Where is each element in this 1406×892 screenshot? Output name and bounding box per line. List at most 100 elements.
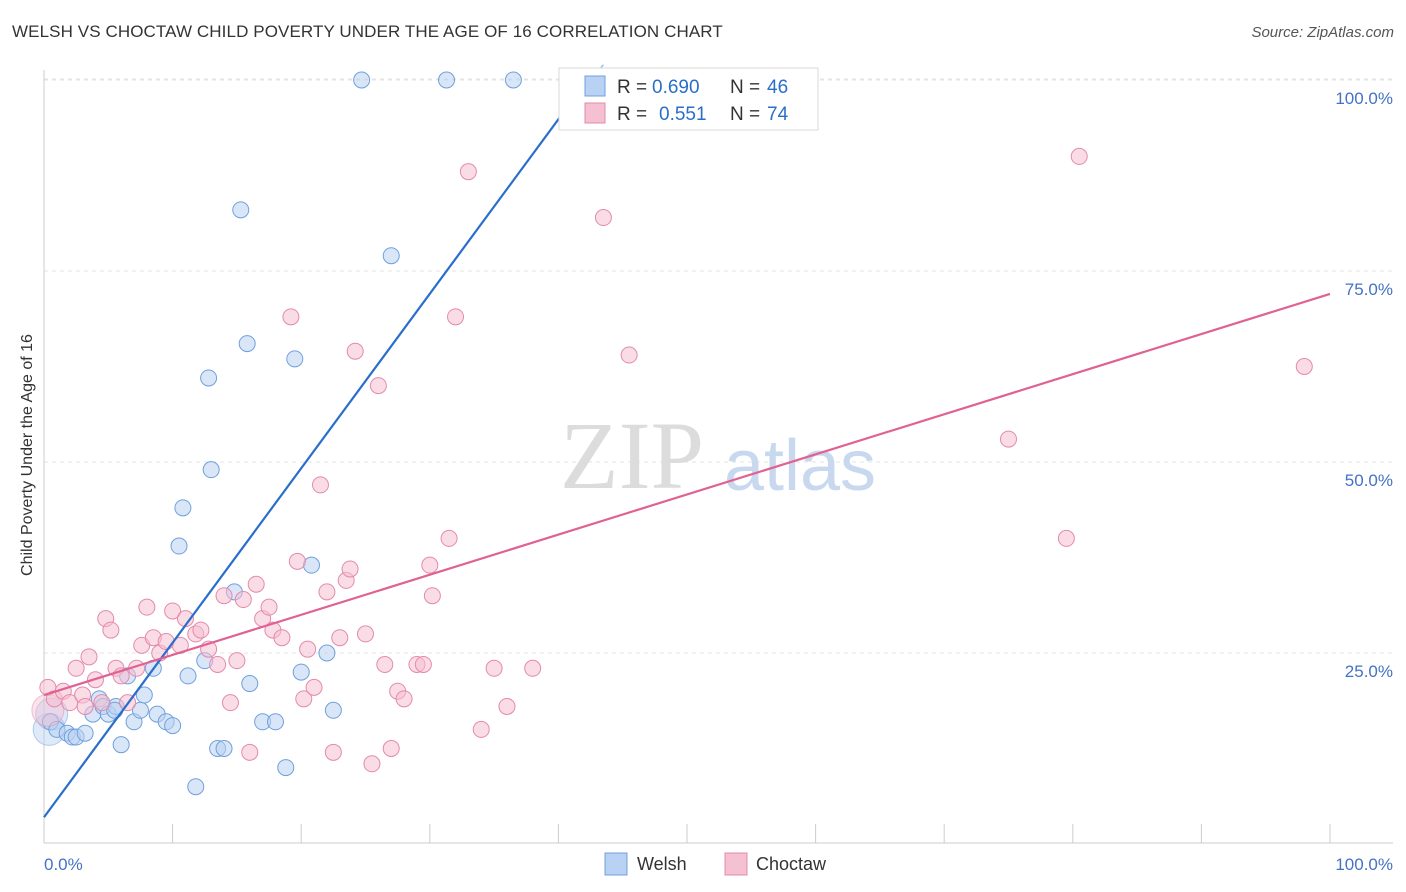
welsh-point-38: [292, 663, 310, 681]
choctaw-point-49: [346, 342, 364, 360]
welsh-point-23: [179, 667, 197, 685]
series-legend-swatch-welsh: [604, 852, 628, 876]
welsh-point-12: [112, 736, 130, 754]
series-legend-swatch-choctaw: [724, 852, 748, 876]
legend-r-value-choctaw: 0.551: [659, 104, 707, 125]
legend-r-value-welsh: 0.690: [652, 77, 700, 98]
chart-title: WELSH VS CHOCTAW CHILD POVERTY UNDER THE…: [12, 22, 723, 41]
choctaw-point-60: [423, 587, 441, 605]
legend-n-label-choctaw: N =: [730, 104, 760, 125]
welsh-point-29: [215, 740, 233, 757]
welsh-trend-line: [43, 109, 566, 818]
welsh-point-26: [200, 369, 218, 387]
choctaw-point-32: [241, 743, 259, 761]
choctaw-point-33: [247, 575, 265, 593]
choctaw-point-71: [1057, 529, 1075, 547]
data-points: [31, 71, 1313, 796]
welsh-point-42: [353, 71, 371, 89]
welsh-point-33: [241, 675, 259, 693]
choctaw-point-64: [472, 720, 490, 738]
watermark-atlas: atlas: [724, 426, 876, 506]
choctaw-point-27: [209, 655, 227, 673]
choctaw-point-63: [459, 163, 477, 181]
choctaw-point-53: [376, 655, 394, 673]
choctaw-point-42: [305, 678, 323, 696]
watermark: ZIP atlas: [560, 402, 876, 509]
series-legend: Welsh Choctaw: [604, 852, 827, 876]
welsh-point-31: [232, 201, 250, 219]
stats-legend: R = 0.690 N = 46 R = 0.551 N = 74: [558, 67, 819, 131]
choctaw-point-35: [260, 598, 278, 616]
series-legend-label-welsh: Welsh: [637, 854, 687, 874]
choctaw-point-41: [299, 640, 317, 658]
welsh-point-39: [302, 556, 320, 574]
choctaw-point-6: [76, 697, 94, 715]
choctaw-point-68: [594, 209, 612, 227]
choctaw-point-4: [67, 659, 85, 677]
choctaw-point-21: [164, 602, 182, 620]
choctaw-point-31: [234, 591, 252, 609]
choctaw-point-72: [1070, 147, 1088, 165]
choctaw-point-40: [295, 690, 313, 708]
welsh-point-16: [135, 686, 153, 704]
choctaw-point-59: [421, 556, 439, 574]
welsh-point-5: [76, 724, 94, 742]
choctaw-point-37: [273, 629, 291, 647]
x-tick-right: 100.0%: [1335, 855, 1393, 874]
choctaw-point-54: [382, 740, 400, 757]
welsh-point-24: [187, 778, 205, 796]
choctaw-point-7: [80, 648, 98, 666]
choctaw-point-66: [498, 697, 516, 715]
choctaw-point-67: [524, 659, 542, 677]
choctaw-point-61: [440, 529, 458, 547]
series-legend-label-choctaw: Choctaw: [756, 854, 827, 874]
choctaw-point-30: [228, 652, 246, 670]
welsh-point-27: [202, 461, 220, 479]
welsh-point-40: [318, 644, 336, 662]
choctaw-point-25: [192, 621, 210, 639]
welsh-point-36: [277, 759, 295, 777]
choctaw-point-50: [357, 625, 374, 643]
welsh-point-32: [238, 335, 256, 353]
choctaw-point-43: [311, 476, 329, 494]
welsh-point-41: [324, 701, 342, 719]
choctaw-point-52: [369, 377, 387, 395]
legend-r-label-choctaw: R =: [617, 104, 647, 125]
choctaw-point-29: [221, 694, 239, 712]
y-tick-label-3: 100.0%: [1335, 89, 1393, 108]
choctaw-point-69: [620, 346, 638, 364]
welsh-point-43: [382, 247, 400, 265]
welsh-point-21: [170, 537, 188, 555]
welsh-point-35: [266, 713, 284, 731]
choctaw-point-44: [318, 583, 336, 601]
choctaw-point-9: [93, 694, 111, 712]
choctaw-point-28: [215, 587, 233, 605]
choctaw-point-38: [282, 308, 300, 326]
legend-swatch-welsh: [584, 75, 606, 97]
choctaw-point-20: [157, 633, 175, 651]
x-tick-labels: 0.0% 100.0%: [44, 855, 1393, 874]
choctaw-point-46: [331, 629, 349, 647]
choctaw-point-45: [324, 743, 342, 761]
choctaw-point-58: [414, 655, 432, 673]
welsh-point-22: [174, 499, 192, 517]
legend-r-label-welsh: R =: [617, 77, 647, 98]
welsh-point-20: [164, 717, 182, 735]
legend-n-label-welsh: N =: [730, 77, 760, 98]
choctaw-point-39: [288, 552, 306, 570]
welsh-point-45: [504, 71, 522, 89]
choctaw-point-62: [447, 308, 465, 326]
welsh-point-44: [438, 71, 456, 89]
y-tick-label-0: 25.0%: [1345, 662, 1393, 681]
choctaw-point-70: [1000, 430, 1017, 448]
y-tick-labels: 25.0% 50.0% 75.0% 100.0%: [1335, 89, 1393, 681]
legend-n-value-welsh: 46: [767, 77, 788, 98]
x-tick-left: 0.0%: [44, 855, 83, 874]
choctaw-trend-line: [43, 292, 1331, 697]
choctaw-point-65: [485, 659, 503, 677]
choctaw-point-11: [102, 621, 120, 639]
y-tick-label-2: 75.0%: [1345, 280, 1393, 299]
y-tick-label-1: 50.0%: [1345, 471, 1393, 490]
watermark-zip: ZIP: [560, 402, 704, 509]
